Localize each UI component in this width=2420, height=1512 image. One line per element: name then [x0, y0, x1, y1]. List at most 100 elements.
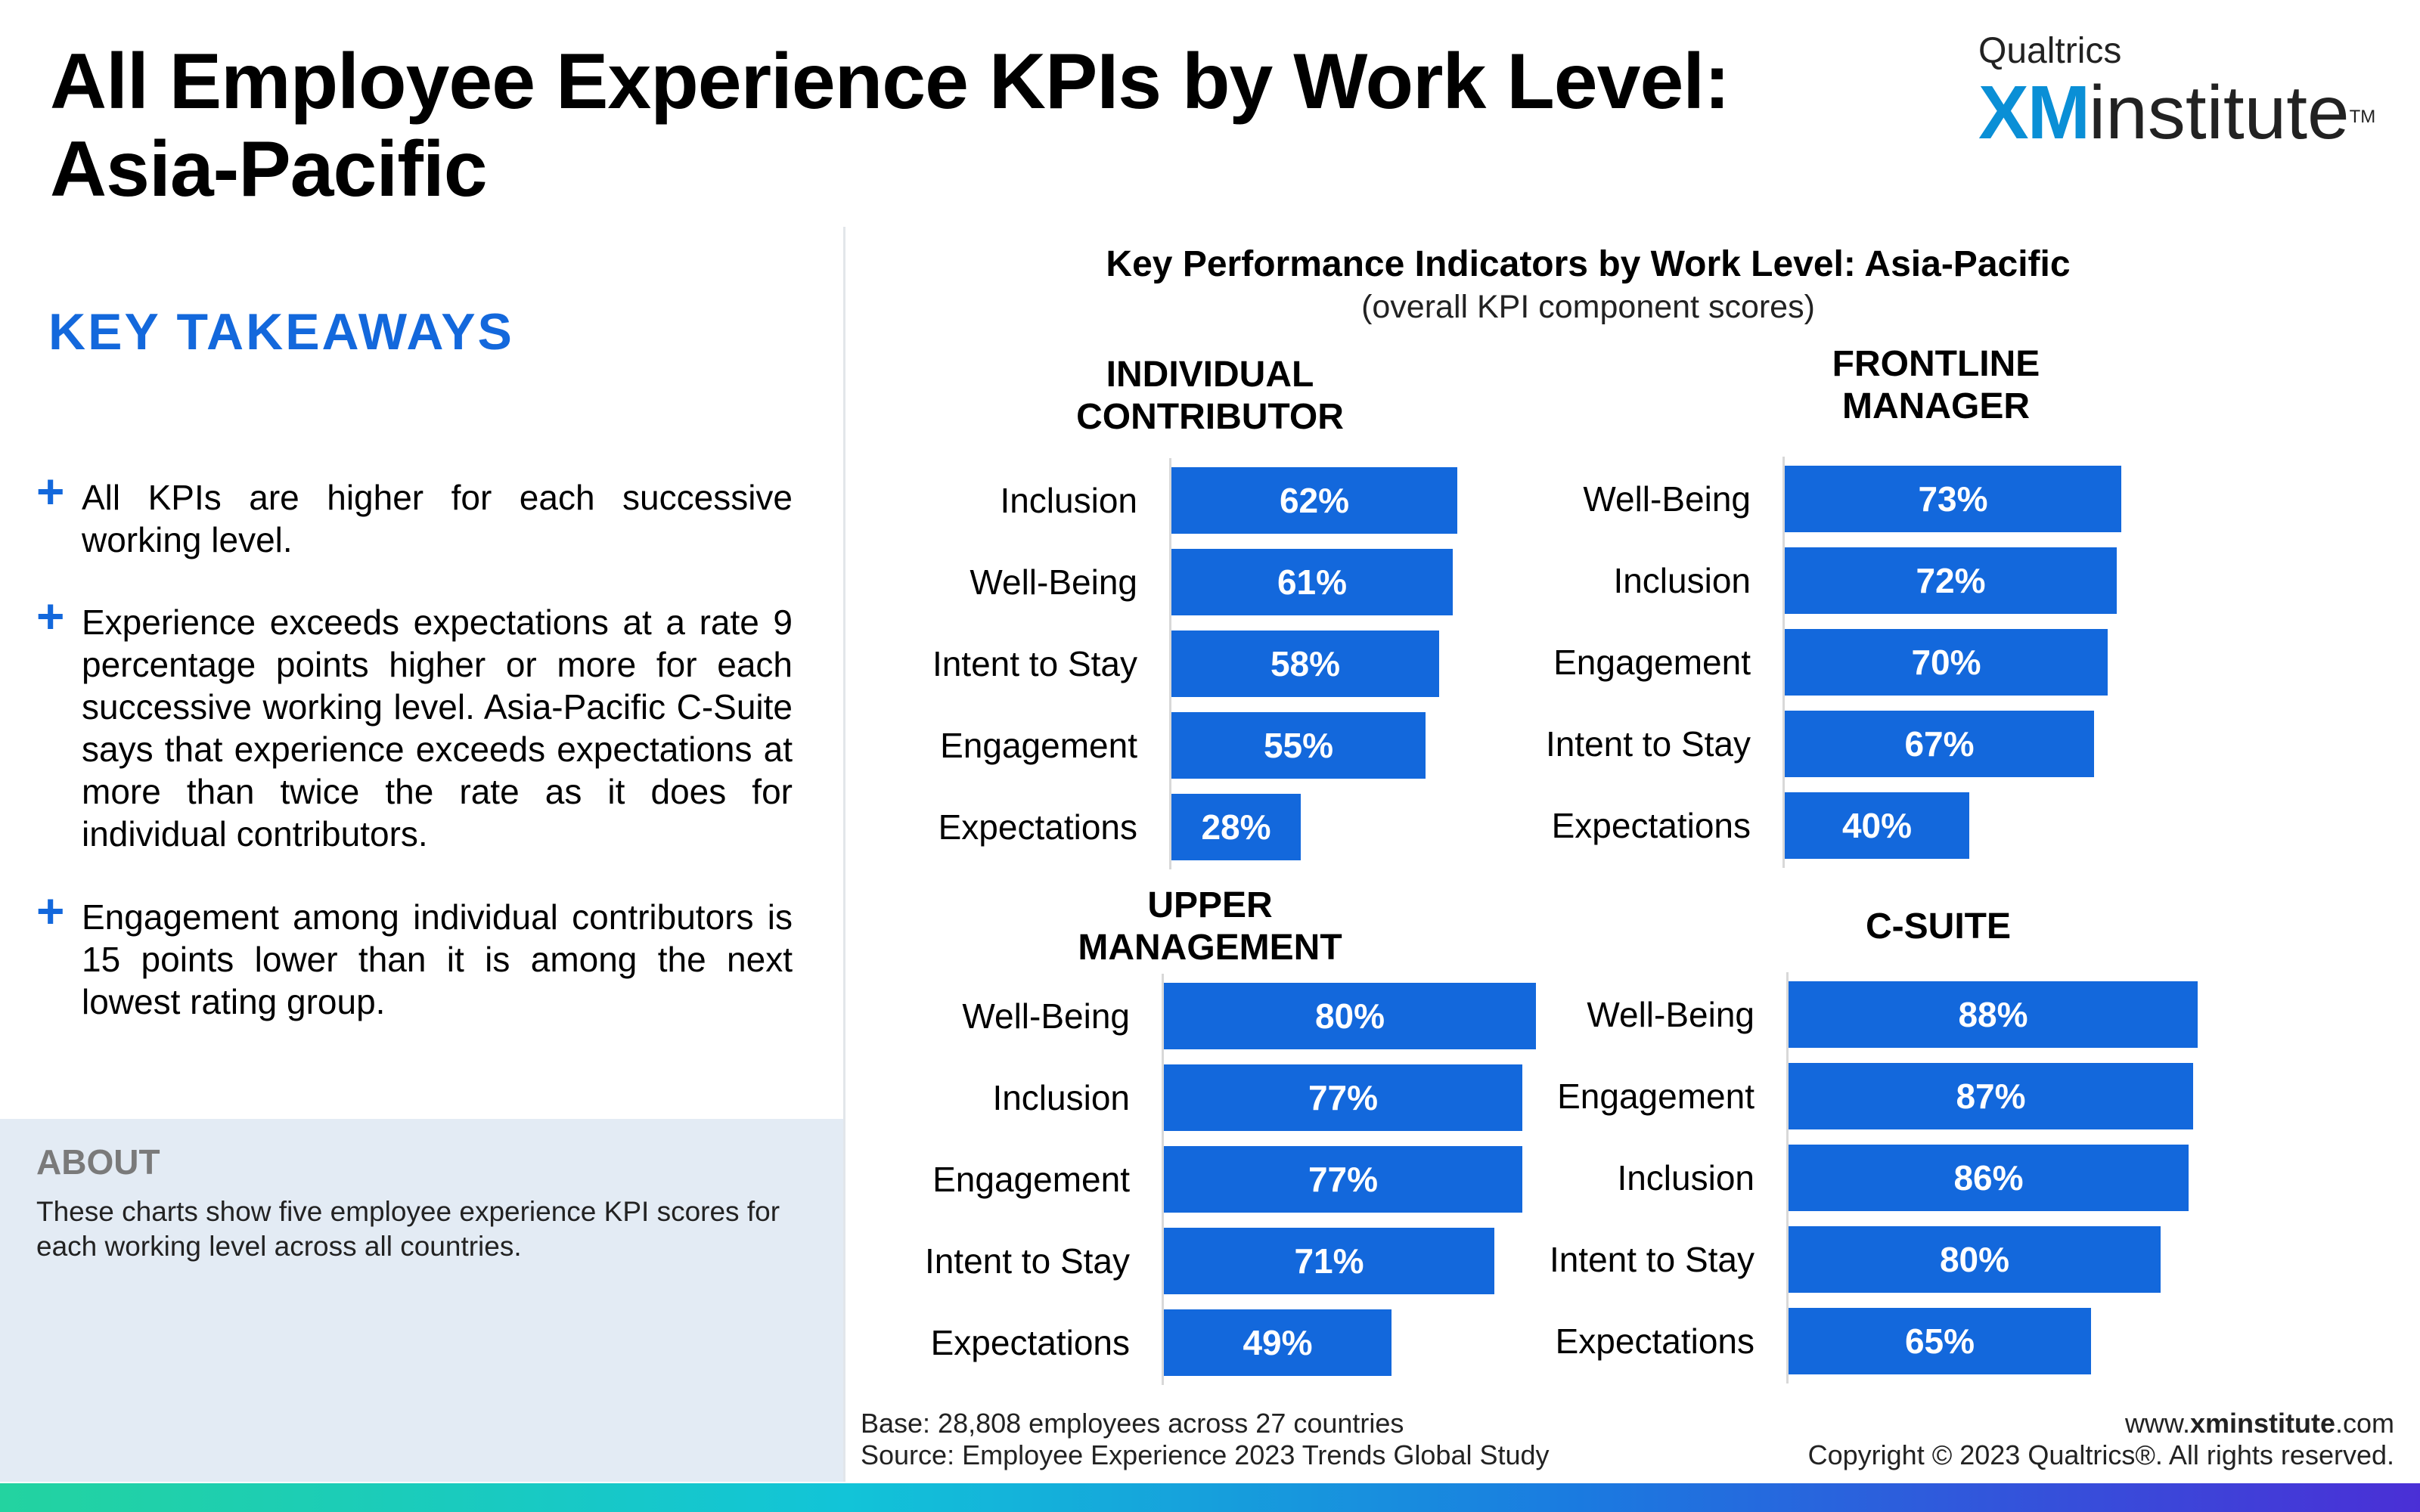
website-link[interactable]: www.xminstitute.com [2125, 1408, 2394, 1439]
page-title: All Employee Experience KPIs by Work Lev… [50, 38, 1850, 213]
kpi-bar [1164, 1309, 1392, 1376]
takeaway-text: Experience exceeds expectations at a rat… [82, 603, 793, 854]
category-label: Inclusion [1000, 481, 1137, 520]
website-prefix: www. [2124, 1408, 2190, 1439]
bar-value-label: 49% [1243, 1323, 1313, 1362]
bar-value-label: 62% [1279, 481, 1350, 520]
category-label: Expectations [938, 807, 1137, 847]
kpi-bar [1164, 1064, 1522, 1131]
bar-value-label: 71% [1294, 1241, 1364, 1281]
category-label: Intent to Stay [1549, 1240, 1754, 1279]
category-label: Well-Being [970, 562, 1137, 602]
category-label: Expectations [930, 1323, 1130, 1362]
logo-xm-text: XM [1978, 70, 2090, 155]
takeaway-text: Engagement among individual contributors… [82, 897, 793, 1021]
panel-title: C-SUITE [1866, 906, 2011, 947]
category-label: Inclusion [992, 1078, 1130, 1117]
chart-title: Key Performance Indicators by Work Level… [1106, 244, 2071, 284]
website-suffix: .com [2335, 1408, 2394, 1439]
kpi-bar [1789, 981, 2198, 1048]
about-text: These charts show five employee experien… [36, 1196, 780, 1262]
website-domain: xminstitute [2189, 1408, 2335, 1439]
kpi-bar [1789, 1063, 2193, 1129]
logo-trademark: TM [2349, 107, 2376, 127]
category-label: Engagement [940, 726, 1137, 765]
kpi-bar [1785, 711, 2094, 777]
category-label: Inclusion [1613, 561, 1751, 600]
bar-axis-line [1162, 974, 1164, 1385]
category-label: Engagement [1553, 643, 1751, 682]
bar-value-label: 61% [1277, 562, 1348, 602]
kpi-bar [1789, 1145, 2189, 1211]
category-label: Well-Being [1583, 479, 1751, 519]
kpi-bar [1171, 467, 1457, 534]
bar-value-label: 55% [1263, 726, 1334, 765]
kpi-bar [1785, 629, 2108, 696]
kpi-bar [1785, 466, 2121, 532]
category-label: Well-Being [962, 996, 1130, 1036]
logo-wordmark: XMinstituteTM [1978, 71, 2375, 154]
kpi-bar [1164, 1146, 1522, 1213]
bar-value-label: 77% [1308, 1160, 1379, 1199]
page-title-line-1: All Employee Experience KPIs by Work Lev… [50, 38, 1730, 125]
takeaway-item-3: + Engagement among individual contributo… [36, 887, 793, 1023]
category-label: Expectations [1555, 1321, 1754, 1361]
bar-value-label: 80% [1939, 1240, 2010, 1279]
bar-value-label: 88% [1958, 995, 2028, 1034]
panel-title: FRONTLINE MANAGER [1832, 344, 2040, 426]
base-footnote: Base: 28,808 employees across 27 countri… [861, 1408, 1404, 1439]
copyright-notice: Copyright © 2023 Qualtrics®. All rights … [1807, 1439, 2394, 1470]
gradient-footer-band [0, 1483, 2420, 1512]
plus-icon: + [36, 589, 65, 643]
column-divider [843, 227, 845, 1482]
plus-icon: + [36, 884, 65, 938]
category-label: Intent to Stay [924, 1241, 1130, 1281]
chart-subtitle: (overall KPI component scores) [1361, 289, 1815, 325]
kpi-bar [1171, 712, 1426, 779]
bar-value-label: 65% [1904, 1321, 1975, 1361]
bar-axis-line [1782, 457, 1785, 868]
kpi-bar [1789, 1226, 2161, 1293]
bar-value-label: 87% [1956, 1077, 2026, 1116]
bar-value-label: 86% [1953, 1158, 2024, 1198]
bar-value-label: 40% [1841, 806, 1913, 845]
bar-axis-line [1169, 458, 1171, 869]
source-footnote: Source: Employee Experience 2023 Trends … [861, 1439, 1550, 1470]
category-label: Engagement [1557, 1077, 1754, 1116]
category-label: Inclusion [1617, 1158, 1754, 1198]
kpi-bar [1171, 549, 1453, 615]
bar-value-label: 28% [1201, 807, 1271, 847]
kpi-bar [1785, 547, 2117, 614]
kpi-bar [1785, 792, 1969, 859]
bar-value-label: 80% [1314, 996, 1385, 1036]
bar-value-label: 72% [1916, 561, 1986, 600]
logo-qualtrics-text: Qualtrics [1978, 31, 2122, 71]
bar-value-label: 58% [1270, 644, 1341, 683]
kpi-bar [1171, 631, 1439, 697]
takeaway-item-1: + All KPIs are higher for each successiv… [36, 467, 793, 561]
kpi-bar [1164, 1228, 1494, 1294]
category-label: Well-Being [1587, 995, 1754, 1034]
plus-icon: + [36, 464, 65, 519]
logo-institute-text: institute [2089, 70, 2350, 155]
category-label: Engagement [932, 1160, 1130, 1199]
takeaways-heading: KEY TAKEAWAYS [48, 303, 514, 361]
about-heading: ABOUT [36, 1142, 160, 1182]
bar-value-label: 77% [1308, 1078, 1379, 1117]
category-label: Intent to Stay [1545, 724, 1751, 764]
kpi-bar [1171, 794, 1301, 860]
bar-value-label: 70% [1911, 643, 1981, 682]
page-title-line-2: Asia-Pacific [50, 125, 488, 213]
panel-title: UPPER MANAGEMENT [1078, 885, 1342, 968]
takeaway-item-2: + Experience exceeds expectations at a r… [36, 592, 793, 855]
bar-value-label: 73% [1918, 479, 1988, 519]
category-label: Expectations [1551, 806, 1751, 845]
bar-value-label: 67% [1904, 724, 1975, 764]
takeaway-text: All KPIs are higher for each successive … [82, 478, 793, 559]
kpi-bar [1789, 1308, 2091, 1374]
bar-axis-line [1786, 972, 1789, 1383]
xm-institute-logo: Qualtrics XMinstituteTM [1978, 30, 2387, 154]
panel-title: INDIVIDUAL CONTRIBUTOR [1076, 355, 1344, 437]
category-label: Intent to Stay [932, 644, 1137, 683]
about-box: ABOUT These charts show five employee ex… [0, 1119, 843, 1482]
